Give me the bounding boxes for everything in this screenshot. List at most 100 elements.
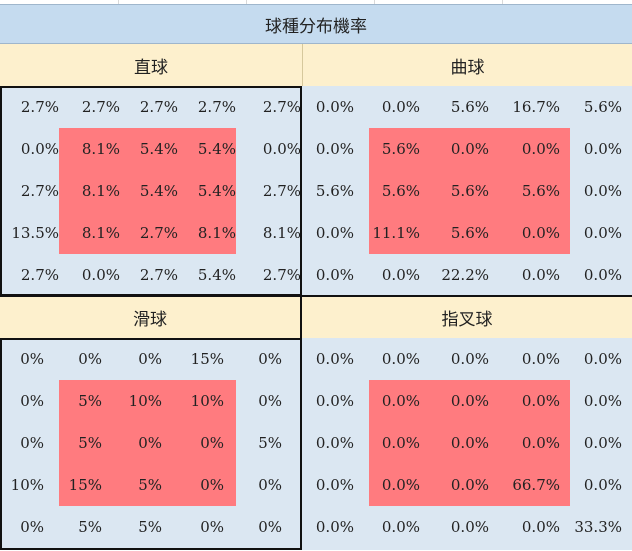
grid-cell: 5.6% — [381, 139, 420, 158]
grid-cell: 2.7% — [139, 265, 178, 284]
grid-cell: 0.0% — [450, 517, 489, 536]
spreadsheet-top-gridlines — [0, 0, 632, 4]
grid-cell: 0.0% — [450, 139, 489, 158]
grid-cell: 0.0% — [315, 475, 354, 494]
grid-cell: 0.0% — [583, 265, 622, 284]
grid-cell: 0% — [20, 349, 44, 368]
grid-cell: 8.1% — [262, 223, 301, 242]
grid-cell: 0.0% — [450, 391, 489, 410]
grid-cell: 0.0% — [20, 139, 59, 158]
grid-cell: 15% — [68, 475, 102, 494]
grid-cell: 5.6% — [450, 97, 489, 116]
grid-cell: 5.6% — [583, 97, 622, 116]
grid-cell: 8.1% — [81, 139, 120, 158]
grid-cell: 0.0% — [315, 265, 354, 284]
grid-cell: 2.7% — [197, 97, 236, 116]
grid-cell: 13.5% — [11, 223, 59, 242]
grid-cell: 5.6% — [315, 181, 354, 200]
quadrant-grid: 0.0% 0.0% 5.6% 16.7% 5.6% 0.0% 5.6% 0.0% 0.0% 0.0… — [302, 86, 632, 296]
grid-cell: 8.1% — [197, 223, 236, 242]
grid-cell: 0.0% — [315, 391, 354, 410]
grid-cell: 5% — [138, 475, 162, 494]
grid-cell: 0.0% — [583, 223, 622, 242]
grid-cell: 0.0% — [262, 139, 301, 158]
quadrant-splitter: 指叉球 0.0% 0.0% 0.0% 0.0% 0.0% 0.0% 0.0% 0.0% 0.0%… — [302, 296, 632, 550]
grid-cell: 0.0% — [583, 391, 622, 410]
grid-cell: 15% — [190, 349, 224, 368]
grid-cell: 2.7% — [81, 97, 120, 116]
grid-cell: 0% — [200, 517, 224, 536]
grid-cell: 0.0% — [521, 139, 560, 158]
grid-cell: 5.4% — [197, 265, 236, 284]
grid-cell: 0.0% — [315, 139, 354, 158]
grid-cell: 5.4% — [197, 181, 236, 200]
grid-cell: 0.0% — [521, 433, 560, 452]
grid-cell: 2.7% — [20, 265, 59, 284]
grid-cell: 0% — [258, 391, 282, 410]
grid-cell: 11.1% — [372, 223, 420, 242]
grid-cell: 22.2% — [441, 265, 489, 284]
grid-cell: 0% — [138, 349, 162, 368]
grid-cell: 10% — [190, 391, 224, 410]
grid-cell: 0% — [258, 349, 282, 368]
grid-cell: 0% — [200, 475, 224, 494]
grid-cell: 0.0% — [381, 97, 420, 116]
grid-cell: 5% — [138, 517, 162, 536]
grid-cell: 0.0% — [583, 433, 622, 452]
grid-cell: 0% — [20, 391, 44, 410]
quadrant-header: 指叉球 — [302, 296, 632, 338]
grid-cell: 0% — [20, 517, 44, 536]
page-title: 球種分布機率 — [0, 4, 632, 44]
grid-cell: 5% — [78, 391, 102, 410]
grid-cell: 5.6% — [381, 181, 420, 200]
quadrant-header: 滑球 — [0, 296, 302, 338]
grid-cell: 0.0% — [450, 349, 489, 368]
grid-cell: 0.0% — [521, 265, 560, 284]
grid-cell: 10% — [128, 391, 162, 410]
grid-cell: 0.0% — [381, 265, 420, 284]
grid-cell: 2.7% — [20, 181, 59, 200]
grid-cell: 0.0% — [315, 517, 354, 536]
quadrant-header: 曲球 — [302, 44, 632, 86]
quadrant-header: 直球 — [0, 44, 302, 86]
grid-cell: 2.7% — [139, 223, 178, 242]
grid-cell: 8.1% — [81, 223, 120, 242]
grid-cell: 0.0% — [583, 139, 622, 158]
grid-cell: 0.0% — [315, 349, 354, 368]
grid-cell: 2.7% — [262, 181, 301, 200]
quadrant-curveball: 曲球 0.0% 0.0% 5.6% 16.7% 5.6% 0.0% 5.6% 0.0% 0.0%… — [302, 44, 632, 296]
grid-cell: 5.4% — [139, 181, 178, 200]
grid-cell: 0.0% — [521, 391, 560, 410]
grid-cell: 0% — [20, 433, 44, 452]
grid-cell: 0% — [258, 475, 282, 494]
grid-cell: 66.7% — [512, 475, 560, 494]
quadrant-grid: 2.7% 2.7% 2.7% 2.7% 2.7% 0.0% 8.1% 5.4% 5.4% 0.0%… — [0, 86, 302, 296]
grid-cell: 2.7% — [262, 97, 301, 116]
grid-cell: 0.0% — [583, 475, 622, 494]
section-divider — [0, 295, 632, 297]
grid-cell: 0.0% — [381, 391, 420, 410]
grid-cell: 33.3% — [574, 517, 622, 536]
grid-cell: 0.0% — [521, 223, 560, 242]
quadrant-grid: 0.0% 0.0% 0.0% 0.0% 0.0% 0.0% 0.0% 0.0% 0.0% 0.0%… — [302, 338, 632, 550]
grid-cell: 0.0% — [381, 349, 420, 368]
grid-cell: 5.6% — [521, 181, 560, 200]
grid-cell: 2.7% — [20, 97, 59, 116]
grid-cell: 0% — [138, 433, 162, 452]
strike-zone-highlight — [59, 128, 236, 254]
grid-cell: 5.6% — [450, 223, 489, 242]
grid-cell: 16.7% — [512, 97, 560, 116]
grid-cell: 0.0% — [583, 349, 622, 368]
grid-cell: 5.4% — [139, 139, 178, 158]
quadrant-slider: 滑球 0% 0% 0% 15% 0% 0% 5% 10% 10% 0% 0% 5% 0% 0% 5% 10% 1… — [0, 296, 302, 550]
strike-zone-highlight — [59, 380, 236, 506]
grid-cell: 10% — [10, 475, 44, 494]
grid-cell: 0.0% — [381, 475, 420, 494]
grid-cell: 0.0% — [450, 433, 489, 452]
grid-cell: 8.1% — [81, 181, 120, 200]
grid-cell: 0.0% — [81, 265, 120, 284]
grid-cell: 2.7% — [262, 265, 301, 284]
grid-cell: 2.7% — [139, 97, 178, 116]
grid-cell: 0.0% — [450, 475, 489, 494]
grid-cell: 5% — [78, 433, 102, 452]
